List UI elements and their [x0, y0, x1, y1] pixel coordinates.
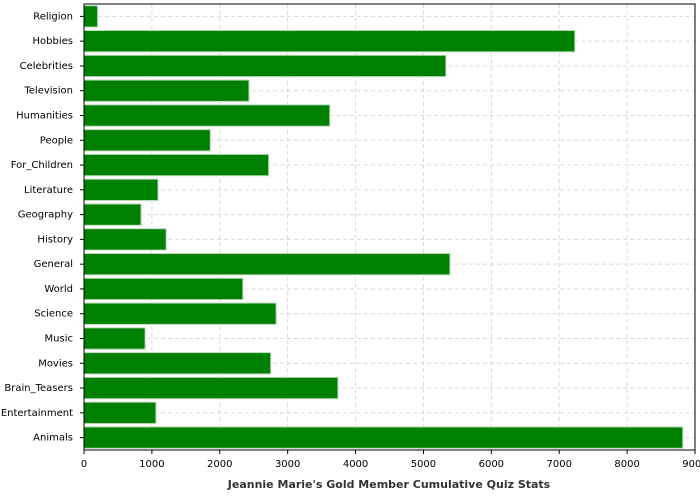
bar [83, 129, 211, 152]
y-tick-label: Movies [38, 358, 73, 369]
x-tick-label: 9000 [682, 459, 700, 470]
y-tick-label: Humanities [16, 111, 73, 122]
plot-frame [83, 3, 696, 451]
bar [83, 5, 99, 28]
y-tick-label: General [34, 259, 73, 270]
y-tick-label: Celebrities [20, 61, 73, 72]
x-tick-label: 8000 [614, 459, 639, 470]
bar [83, 426, 684, 449]
y-tick-label: Geography [18, 210, 73, 221]
x-tick-label: 2000 [207, 459, 232, 470]
x-tick-label: 7000 [546, 459, 571, 470]
bar [83, 277, 244, 301]
y-tick-label: Entertainment [1, 408, 73, 419]
bar [83, 228, 167, 251]
x-tick-label: 4000 [343, 459, 368, 470]
bar [83, 79, 250, 102]
bar [83, 178, 159, 201]
y-tick-label: Science [34, 309, 73, 320]
y-tick-label: World [44, 284, 73, 295]
y-tick-label: People [40, 135, 73, 146]
bar [83, 376, 339, 400]
bar [83, 203, 142, 226]
bar [83, 327, 146, 350]
bar [83, 253, 451, 276]
y-tick-label: Hobbies [33, 36, 73, 47]
y-tick-label: For_Children [11, 160, 73, 171]
y-tick-label: Television [23, 86, 73, 97]
y-tick-label: Brain_Teasers [4, 383, 73, 394]
chart-title: Jeannie Marie's Gold Member Cumulative Q… [227, 478, 551, 491]
y-tick-label: Music [45, 334, 73, 345]
bar [83, 30, 576, 53]
y-tick-label: History [37, 234, 73, 245]
bar [83, 352, 272, 375]
y-tick-label: Animals [33, 433, 73, 444]
bar [83, 54, 447, 78]
bar [83, 401, 157, 424]
x-tick-label: 5000 [411, 459, 436, 470]
x-tick-label: 0 [81, 459, 87, 470]
bar [83, 302, 277, 325]
x-tick-label: 1000 [139, 459, 164, 470]
bar [83, 153, 270, 177]
x-tick-label: 3000 [275, 459, 300, 470]
y-tick-label: Religion [33, 11, 73, 22]
x-tick-label: 6000 [479, 459, 504, 470]
bar [83, 104, 331, 127]
y-tick-label: Literature [24, 185, 73, 196]
